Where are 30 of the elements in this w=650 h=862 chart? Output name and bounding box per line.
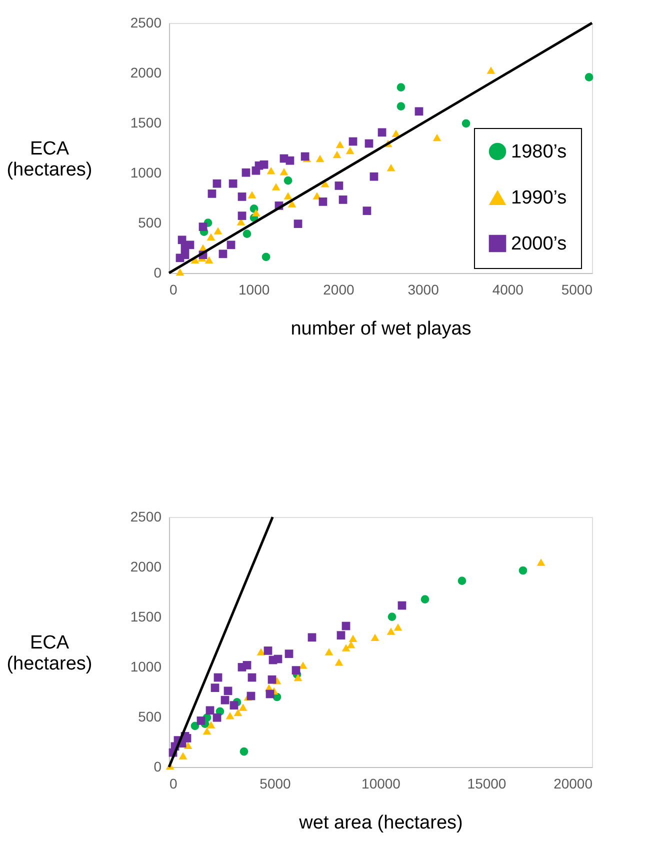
y-tick-label: 1500 <box>130 114 162 130</box>
y-tick-label: 500 <box>138 708 162 724</box>
y-tick-label: 2000 <box>130 64 162 80</box>
x-tick-label: 0 <box>170 282 178 298</box>
y-axis-title: ECA (hectares) <box>6 632 92 674</box>
x-tick-label: 10000 <box>362 776 401 792</box>
y-tick-label: 0 <box>154 758 162 774</box>
y-tick-label: 500 <box>138 214 162 230</box>
x-tick-label: 1000 <box>238 282 270 298</box>
y-tick-label: 1000 <box>130 164 162 180</box>
x-tick-label: 2000 <box>323 282 354 298</box>
x-tick-label: 20000 <box>554 776 593 792</box>
y-tick-label: 2500 <box>130 14 162 30</box>
y-tick-label: 1500 <box>130 608 162 624</box>
x-tick-label: 5000 <box>260 776 292 792</box>
x-tick-label: 3000 <box>408 282 440 298</box>
x-tick-label: 4000 <box>492 282 524 298</box>
legend-label: 1990’s <box>511 188 567 208</box>
y-tick-label: 2000 <box>130 558 162 574</box>
x-tick-label: 15000 <box>467 776 506 792</box>
legend-label: 2000’s <box>511 234 567 254</box>
x-axis-title: number of wet playas <box>290 318 472 340</box>
x-tick-label: 5000 <box>561 282 593 298</box>
y-tick-label: 0 <box>154 264 162 280</box>
y-tick-label: 2500 <box>130 508 162 524</box>
x-tick-label: 0 <box>170 776 178 792</box>
x-axis-title: wet area (hectares) <box>298 812 463 834</box>
legend-label: 1980’s <box>511 142 567 162</box>
y-axis-title: ECA (hectares) <box>6 138 92 180</box>
y-tick-label: 1000 <box>130 658 162 674</box>
